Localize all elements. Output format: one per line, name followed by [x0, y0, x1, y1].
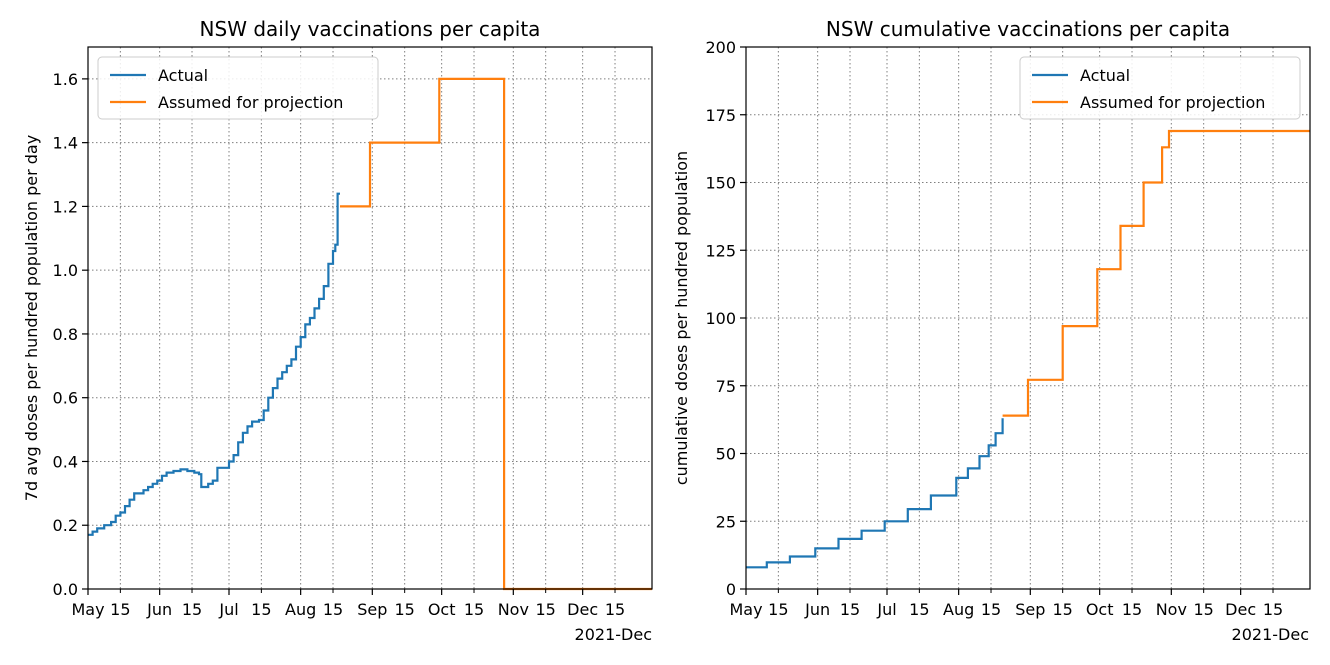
daily-vaccinations-chart: NSW daily vaccinations per capita 7d avg… — [22, 17, 653, 644]
y-tick-label: 1.6 — [53, 70, 78, 89]
y-tick-label: 0 — [726, 580, 736, 599]
x-tick-label: Jul — [876, 600, 896, 619]
x-tick-label: Nov — [1156, 600, 1187, 619]
y-tick-label: 1.4 — [53, 134, 78, 153]
y-tick-label: 1.2 — [53, 197, 78, 216]
y-tick-label: 1.0 — [53, 261, 78, 280]
plot-area — [88, 77, 652, 591]
x-tick-label: Jun — [804, 600, 830, 619]
x-tick-label: Aug — [285, 600, 316, 619]
y-tick-label: 0.6 — [53, 389, 78, 408]
legend-label-actual: Actual — [1080, 66, 1130, 85]
legend-label-actual: Actual — [158, 66, 208, 85]
legend: Actual Assumed for projection — [97, 56, 379, 120]
y-tick-label: 25 — [716, 512, 736, 531]
y-axis-label: cumulative doses per hundred population — [672, 151, 691, 485]
series-line-assumed-for-projection — [1002, 129, 1310, 417]
ticks: 0 25 50 75 100 125 150 175 200 May Jun Jul Aug Sep Oct… — [705, 38, 1283, 619]
x-tick-label: May — [71, 600, 104, 619]
x-minor-tick-label: 15 — [1122, 600, 1142, 619]
x-tick-label: Dec — [1225, 600, 1256, 619]
x-offset-label: 2021-Dec — [1232, 625, 1309, 644]
series-line-actual — [88, 192, 340, 536]
x-tick-label: Oct — [1086, 600, 1114, 619]
y-tick-label: 0.4 — [53, 452, 78, 471]
x-tick-label: Oct — [428, 600, 456, 619]
y-tick-label: 150 — [705, 174, 736, 193]
x-minor-tick-label: 15 — [251, 600, 271, 619]
x-tick-label: May — [729, 600, 762, 619]
x-minor-tick-label: 15 — [182, 600, 202, 619]
x-minor-tick-label: 15 — [535, 600, 555, 619]
x-tick-label: Dec — [567, 600, 598, 619]
x-minor-tick-label: 15 — [840, 600, 860, 619]
x-minor-tick-label: 15 — [909, 600, 929, 619]
series-line-actual — [746, 418, 1004, 569]
y-tick-label: 50 — [716, 445, 736, 464]
axes-frame — [87, 46, 653, 590]
x-tick-label: Aug — [943, 600, 974, 619]
y-tick-label: 0.8 — [53, 325, 78, 344]
x-minor-tick-label: 15 — [1052, 600, 1072, 619]
y-tick-label: 200 — [705, 38, 736, 57]
x-minor-tick-label: 15 — [110, 600, 130, 619]
legend-box — [97, 56, 379, 120]
y-tick-label: 75 — [716, 377, 736, 396]
x-minor-tick-label: 15 — [768, 600, 788, 619]
legend-label-assumed-for-projection: Assumed for projection — [1080, 93, 1265, 112]
x-tick-label: Nov — [498, 600, 529, 619]
y-axis-label: 7d avg doses per hundred population per … — [22, 135, 41, 501]
ticks: 0.0 0.2 0.4 0.6 0.8 1.0 1.2 1.4 1.6 May Jun Jul Aug S… — [53, 70, 626, 619]
y-tick-label: 0.2 — [53, 516, 78, 535]
legend-label-assumed-for-projection: Assumed for projection — [158, 93, 343, 112]
series-line-assumed-for-projection — [340, 77, 652, 591]
x-tick-label: Jul — [218, 600, 238, 619]
legend-box — [1019, 56, 1301, 120]
x-minor-tick-label: 15 — [394, 600, 414, 619]
x-minor-tick-label: 15 — [1193, 600, 1213, 619]
legend: Actual Assumed for projection — [1019, 56, 1301, 120]
y-tick-label: 125 — [705, 241, 736, 260]
x-tick-label: Sep — [1015, 600, 1045, 619]
chart-title: NSW daily vaccinations per capita — [200, 17, 541, 41]
y-tick-label: 100 — [705, 309, 736, 328]
x-minor-tick-label: 15 — [1263, 600, 1283, 619]
chart-title: NSW cumulative vaccinations per capita — [826, 17, 1230, 41]
x-offset-label: 2021-Dec — [575, 625, 652, 644]
x-minor-tick-label: 15 — [605, 600, 625, 619]
x-tick-label: Sep — [357, 600, 387, 619]
x-minor-tick-label: 15 — [464, 600, 484, 619]
y-tick-label: 0.0 — [53, 580, 78, 599]
cumulative-vaccinations-chart: NSW cumulative vaccinations per capita c… — [672, 17, 1311, 644]
y-tick-label: 175 — [705, 106, 736, 125]
x-minor-tick-label: 15 — [323, 600, 343, 619]
x-tick-label: Jun — [146, 600, 172, 619]
x-minor-tick-label: 15 — [981, 600, 1001, 619]
plot-area — [746, 129, 1310, 569]
